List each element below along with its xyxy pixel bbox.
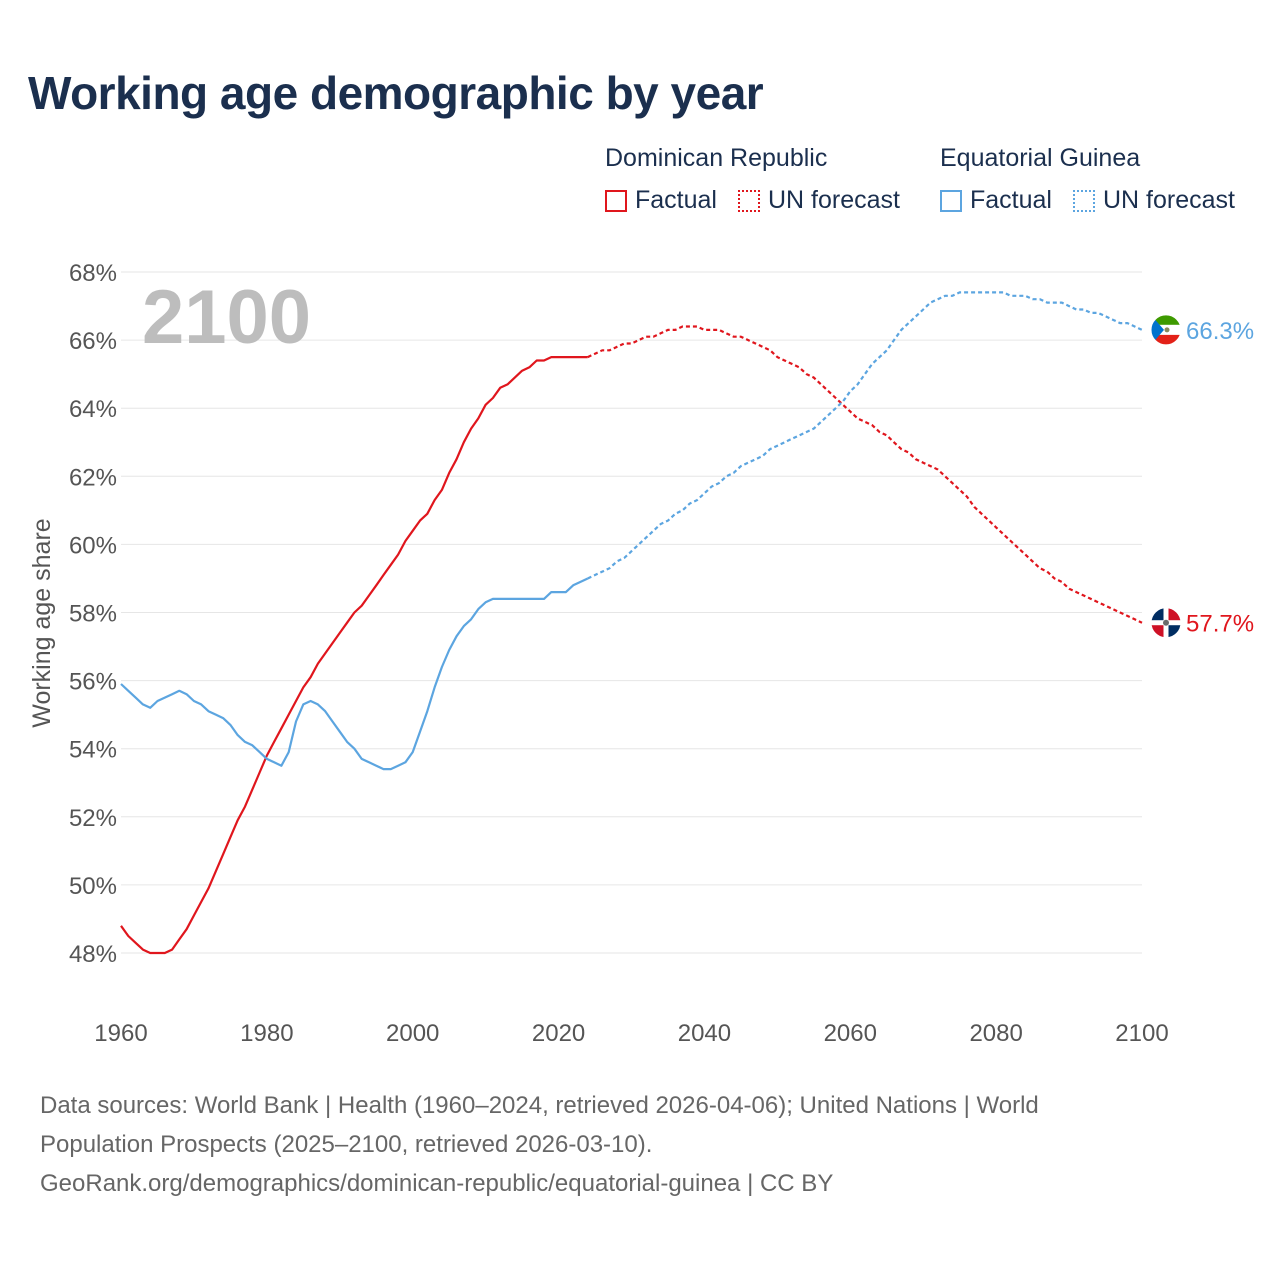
x-tick-label: 2080 bbox=[969, 1020, 1022, 1047]
footer-line-3: GeoRank.org/demographics/dominican-repub… bbox=[40, 1170, 834, 1197]
chart-title: Working age demographic by year bbox=[28, 67, 764, 119]
year-watermark: 2100 bbox=[142, 275, 311, 360]
y-tick-label: 50% bbox=[69, 873, 117, 900]
x-tick-label: 1980 bbox=[240, 1020, 293, 1047]
y-tick-label: 60% bbox=[69, 532, 117, 559]
x-tick-label: 2100 bbox=[1115, 1020, 1168, 1047]
dominican-republic-flag-icon bbox=[1150, 607, 1182, 639]
y-tick-label: 68% bbox=[69, 260, 117, 287]
legend-dominican-republic-factual[interactable]: Factual bbox=[605, 186, 717, 215]
y-tick-label: 48% bbox=[69, 941, 117, 968]
x-tick-label: 2040 bbox=[678, 1020, 731, 1047]
line-chart: 48% 50% 52% 54% 56% 58% 60% 62% 64% 66% 68% 1960 19… bbox=[28, 260, 1254, 1047]
series-line-dominican-republic-factual[interactable] bbox=[120, 356, 588, 955]
series-line-dominican-republic-forecast[interactable] bbox=[587, 325, 1143, 624]
end-label-equatorial-guinea: 66.3% bbox=[1186, 318, 1254, 345]
x-tick-label: 2000 bbox=[386, 1020, 439, 1047]
footer-line-1: Data sources: World Bank | Health (1960–… bbox=[40, 1092, 1039, 1119]
y-tick-label: 54% bbox=[69, 737, 117, 764]
y-tick-label: 62% bbox=[69, 464, 117, 491]
y-axis-label: Working age share bbox=[28, 518, 56, 727]
x-tick-label: 2020 bbox=[532, 1020, 585, 1047]
footer-sources: Data sources: World Bank | Health (1960–… bbox=[40, 1086, 1220, 1203]
legend-label: Factual bbox=[635, 186, 717, 214]
legend-equatorial-guinea-factual[interactable]: Factual bbox=[940, 186, 1052, 215]
legend-label: Factual bbox=[970, 186, 1052, 214]
x-tick-label: 2060 bbox=[824, 1020, 877, 1047]
y-tick-label: 52% bbox=[69, 805, 117, 832]
footer-line-2: Population Prospects (2025–2100, retriev… bbox=[40, 1131, 653, 1158]
legend-dominican-republic-forecast[interactable]: UN forecast bbox=[738, 186, 900, 215]
series-line-equatorial-guinea-forecast[interactable] bbox=[587, 291, 1143, 580]
x-tick-label: 1960 bbox=[94, 1020, 147, 1047]
y-tick-label: 66% bbox=[69, 328, 117, 355]
legend-title-dominican-republic: Dominican Republic bbox=[605, 144, 828, 172]
y-tick-label: 64% bbox=[69, 396, 117, 423]
legend-swatch-solid-blue bbox=[940, 189, 962, 212]
y-tick-label: 56% bbox=[69, 669, 117, 696]
end-label-dominican-republic: 57.7% bbox=[1186, 611, 1254, 638]
legend-label: UN forecast bbox=[768, 186, 900, 214]
y-tick-label: 58% bbox=[69, 601, 117, 628]
series-line-equatorial-guinea-factual[interactable] bbox=[120, 577, 589, 771]
legend-swatch-dotted-blue bbox=[1073, 189, 1095, 212]
legend-equatorial-guinea-forecast[interactable]: UN forecast bbox=[1073, 186, 1235, 215]
equatorial-guinea-flag-icon bbox=[1150, 314, 1182, 346]
legend-label: UN forecast bbox=[1103, 186, 1235, 214]
legend-title-equatorial-guinea: Equatorial Guinea bbox=[940, 144, 1141, 172]
legend-swatch-dotted-red bbox=[738, 189, 760, 212]
legend-swatch-solid-red bbox=[605, 189, 627, 212]
